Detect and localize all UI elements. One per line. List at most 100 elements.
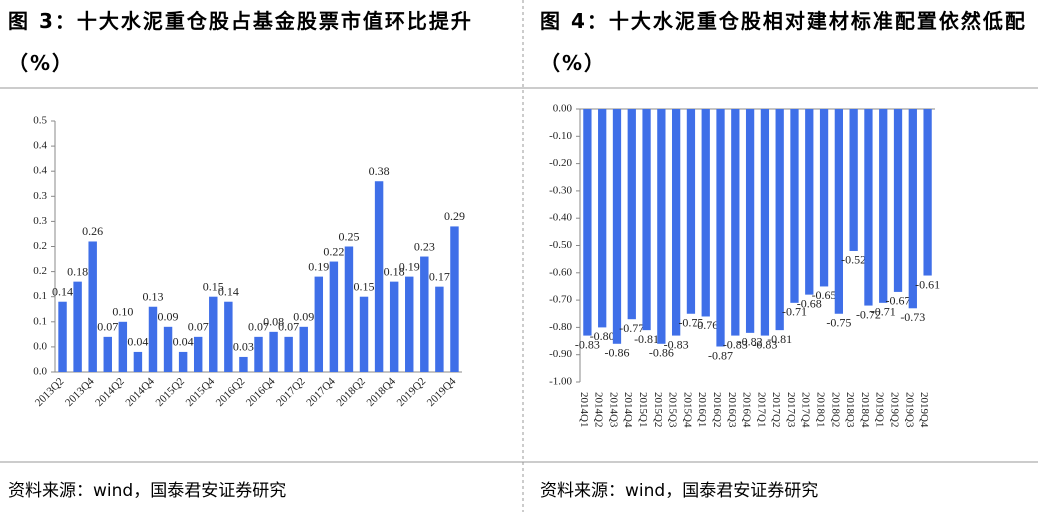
data-label: -0.81 bbox=[767, 332, 792, 346]
bar bbox=[133, 351, 143, 372]
y-tick-label: -0.10 bbox=[549, 130, 572, 142]
bar bbox=[716, 109, 725, 347]
x-tick-label: 2019Q1 bbox=[874, 392, 886, 427]
bar bbox=[284, 336, 293, 372]
x-tick-label: 2018Q4 bbox=[365, 375, 399, 409]
bar bbox=[657, 109, 666, 344]
bar bbox=[790, 109, 799, 303]
y-tick-label: 0.0 bbox=[33, 340, 47, 352]
data-label: -0.77 bbox=[619, 321, 644, 335]
y-tick-label: 0.5 bbox=[33, 115, 47, 127]
data-label: 0.17 bbox=[429, 269, 450, 283]
bar bbox=[269, 331, 278, 372]
data-label: -0.82 bbox=[738, 335, 763, 349]
x-tick-label: 2018Q3 bbox=[844, 392, 856, 428]
x-tick-label: 2016Q2 bbox=[711, 392, 723, 427]
y-tick-label: 0.3 bbox=[33, 190, 47, 202]
bar bbox=[88, 241, 97, 372]
x-tick-label: 2014Q4 bbox=[622, 392, 634, 428]
data-label: 0.04 bbox=[173, 335, 194, 349]
y-tick-label: 0.00 bbox=[553, 103, 573, 115]
bar bbox=[344, 246, 354, 372]
y-tick-label: 0.4 bbox=[33, 165, 47, 177]
x-tick-label: 2016Q4 bbox=[741, 392, 753, 428]
bar bbox=[731, 109, 740, 336]
x-tick-label: 2013Q4 bbox=[63, 375, 97, 409]
data-label: 0.10 bbox=[112, 305, 133, 319]
x-tick-label: 2018Q2 bbox=[334, 375, 368, 409]
bar bbox=[224, 301, 233, 372]
bar bbox=[745, 109, 755, 333]
x-tick-label: 2014Q3 bbox=[607, 392, 619, 428]
x-tick-label: 2019Q2 bbox=[395, 375, 429, 409]
y-tick-label: 0.1 bbox=[33, 290, 47, 302]
x-tick-label: 2015Q2 bbox=[153, 375, 187, 409]
y-tick-label: -0.70 bbox=[549, 294, 572, 306]
y-tick-label: -0.80 bbox=[549, 321, 572, 333]
data-label: -0.65 bbox=[812, 288, 837, 302]
bar bbox=[163, 326, 173, 372]
y-tick-label: -0.20 bbox=[549, 157, 572, 169]
bar bbox=[435, 286, 444, 372]
data-label: -0.52 bbox=[841, 253, 866, 267]
x-tick-label: 2019Q4 bbox=[918, 392, 930, 428]
bar bbox=[103, 336, 112, 372]
x-tick-label: 2019Q4 bbox=[425, 375, 459, 409]
bar bbox=[612, 109, 622, 344]
data-label: 0.13 bbox=[142, 289, 163, 303]
bar bbox=[805, 109, 814, 295]
data-label: -0.81 bbox=[634, 332, 659, 346]
data-label: -0.73 bbox=[900, 310, 925, 324]
bar bbox=[254, 336, 263, 372]
bar bbox=[329, 261, 339, 372]
y-tick-label: -0.50 bbox=[549, 239, 572, 251]
x-tick-label: 2015Q3 bbox=[667, 392, 679, 428]
bar bbox=[849, 109, 858, 251]
data-label: 0.07 bbox=[248, 320, 269, 334]
x-tick-label: 2019Q3 bbox=[903, 392, 915, 428]
data-label: -0.61 bbox=[915, 277, 940, 291]
y-tick-label: -0.90 bbox=[549, 348, 572, 360]
data-label: -0.83 bbox=[664, 337, 689, 351]
bar bbox=[879, 109, 888, 303]
x-tick-label: 2015Q4 bbox=[184, 375, 218, 409]
data-label: 0.08 bbox=[263, 315, 284, 329]
data-label: 0.14 bbox=[52, 284, 73, 298]
data-label: 0.19 bbox=[399, 259, 420, 273]
data-label: -0.83 bbox=[723, 337, 748, 351]
data-label: -0.76 bbox=[693, 318, 718, 332]
x-tick-label: 2016Q4 bbox=[244, 375, 278, 409]
x-tick-label: 2017Q4 bbox=[304, 375, 338, 409]
data-label: -0.75 bbox=[678, 316, 703, 330]
bar bbox=[450, 226, 459, 372]
data-label: 0.18 bbox=[384, 264, 405, 278]
bar bbox=[923, 109, 932, 276]
data-label: -0.71 bbox=[782, 305, 807, 319]
bar bbox=[583, 109, 592, 336]
x-tick-label: 2013Q2 bbox=[33, 375, 67, 409]
data-label: -0.71 bbox=[871, 305, 896, 319]
data-label: -0.86 bbox=[604, 346, 629, 360]
y-tick-label: 0.1 bbox=[33, 315, 47, 327]
bar bbox=[701, 109, 710, 317]
bar bbox=[389, 281, 399, 372]
y-tick-label: 0.2 bbox=[33, 265, 47, 277]
x-tick-label: 2015Q2 bbox=[652, 392, 664, 427]
y-tick-label: -1.00 bbox=[549, 376, 572, 388]
bar bbox=[118, 321, 128, 372]
x-tick-label: 2016Q1 bbox=[696, 392, 708, 427]
bar bbox=[178, 351, 188, 372]
x-tick-label: 2014Q2 bbox=[93, 375, 127, 409]
x-tick-label: 2014Q2 bbox=[593, 392, 605, 427]
bar bbox=[775, 109, 784, 331]
y-tick-label: 0.2 bbox=[33, 240, 47, 252]
bar bbox=[420, 256, 429, 372]
data-label: -0.86 bbox=[649, 346, 674, 360]
source: 资料来源：wind，国泰君安证券研究 bbox=[540, 481, 819, 501]
data-label: -0.72 bbox=[856, 307, 881, 321]
bar bbox=[834, 109, 843, 314]
bar bbox=[58, 301, 67, 372]
x-tick-label: 2017Q3 bbox=[785, 392, 797, 428]
data-label: 0.19 bbox=[308, 259, 329, 273]
